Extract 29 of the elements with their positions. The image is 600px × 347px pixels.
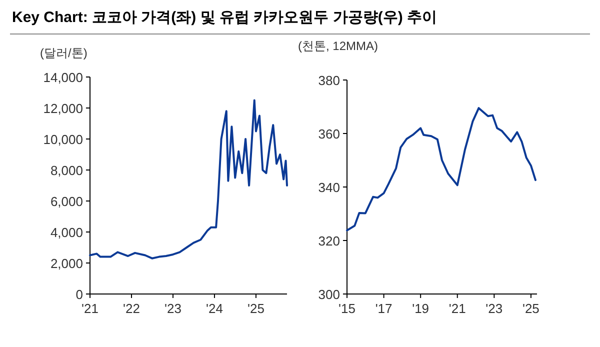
- x-tick-label: '23: [486, 301, 503, 316]
- y-tick-label: 6,000: [50, 194, 83, 209]
- y-axis-title: (달러/톤): [40, 46, 88, 60]
- y-tick-label: 2,000: [50, 256, 83, 271]
- line-series: [346, 107, 536, 232]
- x-tick-label: '19: [412, 301, 430, 316]
- x-tick-label: '24: [206, 301, 223, 316]
- y-tick-label: 12,000: [43, 101, 83, 116]
- x-tick-label: '21: [82, 301, 98, 316]
- y-tick-label: 300: [318, 287, 340, 302]
- y-tick-label: 320: [318, 234, 340, 248]
- y-tick-label: 340: [318, 180, 340, 195]
- y-tick-label: 380: [318, 73, 340, 88]
- y-tick-label: 0: [76, 287, 83, 302]
- y-tick-label: 360: [318, 126, 340, 142]
- x-tick-label: '22: [123, 301, 140, 316]
- y-tick-label: 8,000: [50, 163, 83, 178]
- x-tick-label: '15: [338, 301, 356, 316]
- chart-title: Key Chart: 코코아 가격(좌) 및 유럽 카카오원두 가공량(우) 추이: [12, 9, 438, 26]
- x-tick-label: '21: [448, 301, 466, 316]
- x-tick-label: '25: [247, 301, 264, 316]
- line-series: [89, 99, 288, 260]
- y-axis-title: (천톤, 12MMA): [298, 39, 378, 53]
- y-tick-label: 10,000: [43, 132, 83, 147]
- x-tick-label: '17: [375, 301, 392, 316]
- x-tick-label: '23: [164, 301, 182, 316]
- y-tick-label: 4,000: [50, 225, 83, 240]
- y-tick-label: 14,000: [43, 70, 83, 85]
- x-tick-label: '25: [522, 301, 540, 316]
